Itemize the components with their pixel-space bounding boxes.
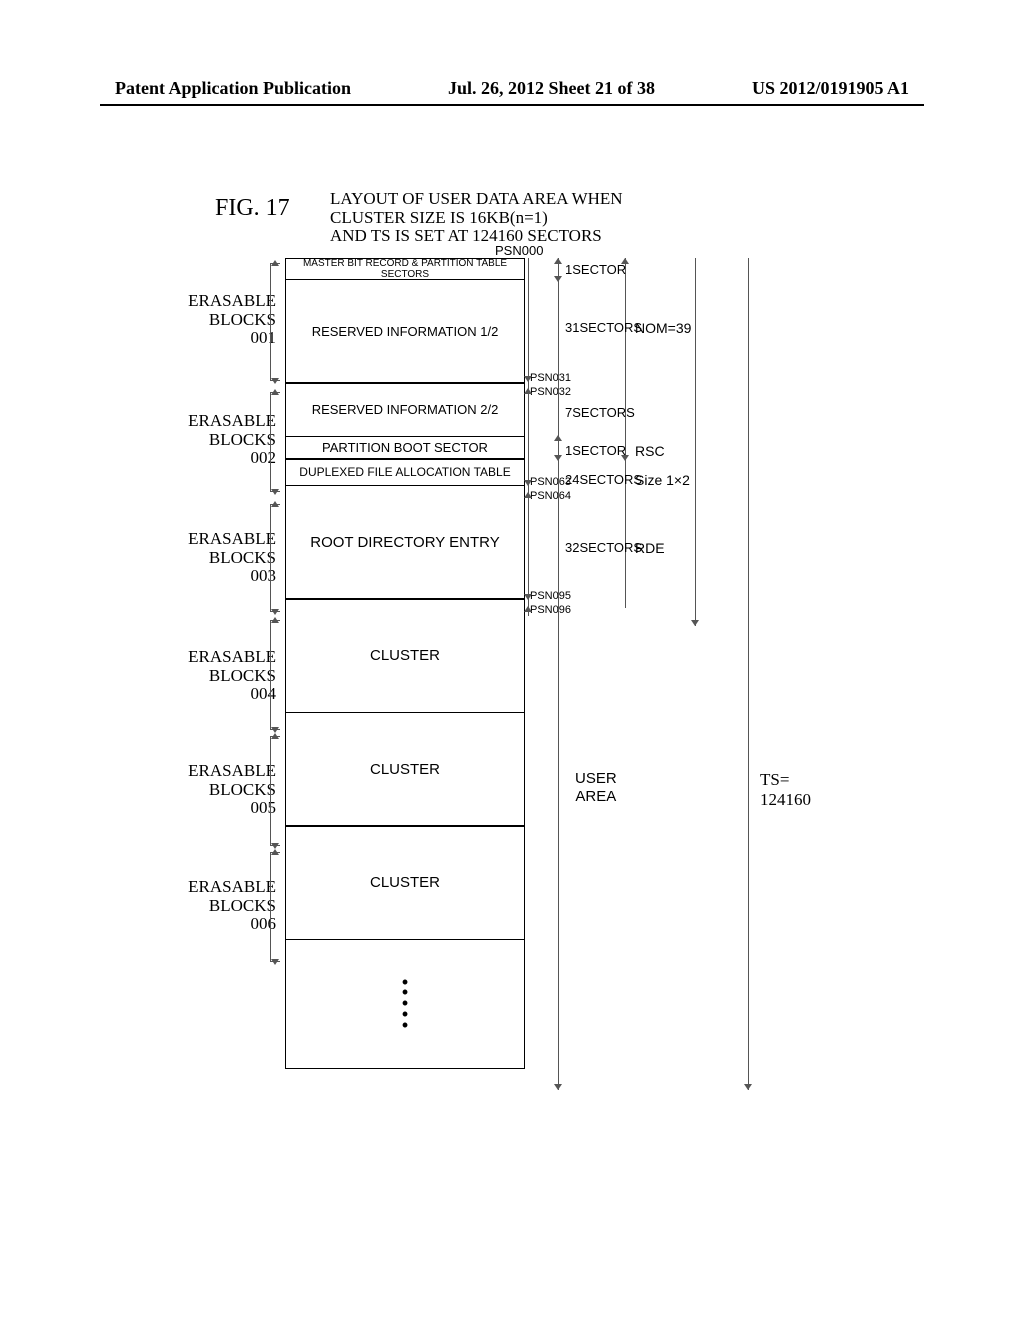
block-label-003: ERASABLE BLOCKS 003 xyxy=(126,530,276,586)
ts-label: TS= 124160 xyxy=(760,770,811,811)
arrow-icon xyxy=(524,594,532,600)
arrow-icon xyxy=(554,455,562,461)
psn-096-label: PSN096 xyxy=(530,604,571,616)
block-label-006: ERASABLE BLOCKS 006 xyxy=(126,878,276,934)
arrow-icon xyxy=(554,258,562,264)
user-area-label: USER AREA xyxy=(575,770,617,806)
sector-24-label: 24SECTORS xyxy=(565,472,642,487)
arrow-icon xyxy=(691,620,699,626)
row-cluster-1: CLUSTER xyxy=(285,598,525,713)
vertical-dots-icon: ••••• xyxy=(402,952,408,1056)
arrow-icon xyxy=(524,376,532,382)
arrow-icon xyxy=(554,1084,562,1090)
sector-31-label: 31SECTORS xyxy=(565,320,642,335)
block-label-004: ERASABLE BLOCKS 004 xyxy=(126,648,276,704)
layout-diagram: MASTER BIT RECORD & PARTITION TABLE SECT… xyxy=(285,258,525,1069)
arrow-icon xyxy=(524,388,532,394)
size-label: Size 1×2 xyxy=(635,472,690,488)
arrow-icon xyxy=(524,492,532,498)
row-partition-boot: PARTITION BOOT SECTOR xyxy=(285,436,525,460)
header-left: Patent Application Publication xyxy=(115,78,351,99)
sector-32-label: 32SECTORS xyxy=(565,540,642,555)
block-label-005: ERASABLE BLOCKS 005 xyxy=(126,762,276,818)
psn-guide-line xyxy=(528,258,529,616)
row-continuation: ••••• xyxy=(285,939,525,1069)
row-root-directory: ROOT DIRECTORY ENTRY xyxy=(285,485,525,600)
row-mbr: MASTER BIT RECORD & PARTITION TABLE SECT… xyxy=(285,258,525,280)
page-header: Patent Application Publication Jul. 26, … xyxy=(0,78,1024,99)
brace-005 xyxy=(270,736,280,846)
brace-003 xyxy=(270,504,280,612)
psn-031-label: PSN031 xyxy=(530,372,571,384)
sector-guide-line-2 xyxy=(625,258,626,608)
arrow-icon xyxy=(524,606,532,612)
nom-label: NOM=39 xyxy=(635,320,691,336)
sector-7-label: 7SECTORS xyxy=(565,405,635,420)
brace-001 xyxy=(270,263,280,381)
header-rule xyxy=(100,104,924,106)
psn-000-label: PSN000 xyxy=(495,243,543,258)
row-cluster-3: CLUSTER xyxy=(285,825,525,940)
row-fat: DUPLEXED FILE ALLOCATION TABLE xyxy=(285,458,525,486)
row-reserved-2: RESERVED INFORMATION 2/2 xyxy=(285,382,525,437)
rsc-label: RSC xyxy=(635,443,665,459)
arrow-icon xyxy=(744,1084,752,1090)
header-center: Jul. 26, 2012 Sheet 21 of 38 xyxy=(448,78,655,99)
right-guide-line xyxy=(695,258,696,626)
brace-004 xyxy=(270,620,280,730)
ts-guide-line xyxy=(748,258,749,1090)
psn-064-label: PSN064 xyxy=(530,490,571,502)
figure-title: LAYOUT OF USER DATA AREA WHEN CLUSTER SI… xyxy=(330,190,623,246)
figure-label: FIG. 17 xyxy=(215,195,290,222)
arrow-icon xyxy=(524,480,532,486)
row-cluster-2: CLUSTER xyxy=(285,712,525,827)
sector-guide-line-1 xyxy=(558,258,559,1090)
header-right: US 2012/0191905 A1 xyxy=(752,78,909,99)
row-reserved-1: RESERVED INFORMATION 1/2 xyxy=(285,279,525,384)
block-label-002: ERASABLE BLOCKS 002 xyxy=(126,412,276,468)
arrow-icon xyxy=(554,435,562,441)
sector-1b-label: 1SECTOR xyxy=(565,443,626,458)
brace-002 xyxy=(270,392,280,492)
brace-006 xyxy=(270,852,280,962)
block-label-001: ERASABLE BLOCKS 001 xyxy=(126,292,276,348)
arrow-icon xyxy=(621,455,629,461)
psn-032-label: PSN032 xyxy=(530,386,571,398)
arrow-icon xyxy=(621,258,629,264)
sector-1-label: 1SECTOR xyxy=(565,262,626,277)
arrow-icon xyxy=(554,276,562,282)
psn-095-label: PSN095 xyxy=(530,590,571,602)
rde-label: RDE xyxy=(635,540,665,556)
